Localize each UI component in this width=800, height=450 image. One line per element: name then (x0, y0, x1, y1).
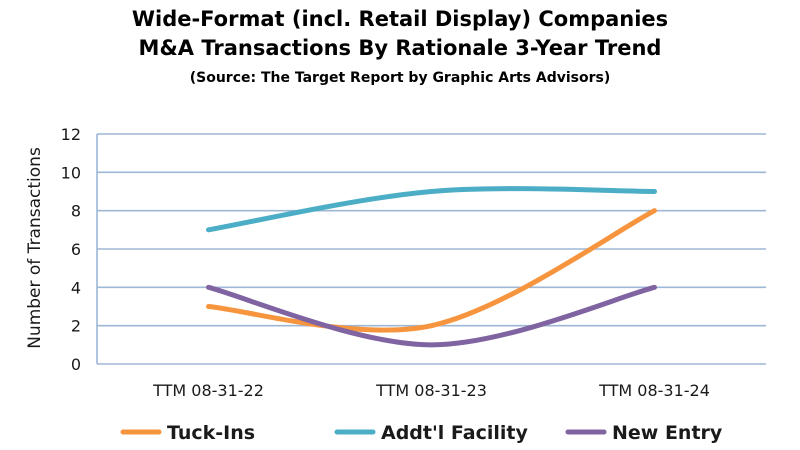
chart-subtitle: (Source: The Target Report by Graphic Ar… (190, 70, 611, 86)
y-axis-ticks: 0 2 4 6 8 10 12 (61, 125, 81, 374)
x-tick-label: TTM 08-31-22 (152, 381, 264, 400)
y-tick-label: 8 (71, 202, 81, 221)
x-tick-label: TTM 08-31-24 (598, 381, 710, 400)
x-axis-ticks: TTM 08-31-22 TTM 08-31-23 TTM 08-31-24 (152, 381, 710, 400)
series-lines (206, 186, 657, 348)
legend-label-tuck-ins: Tuck-Ins (167, 422, 255, 444)
y-tick-label: 6 (71, 240, 81, 259)
y-tick-label: 0 (71, 355, 81, 374)
series-line-addt-l-facility (206, 186, 657, 233)
y-tick-label: 10 (61, 163, 81, 182)
y-tick-label: 2 (71, 317, 81, 336)
chart-title-line-2: M&A Transactions By Rationale 3-Year Tre… (139, 36, 662, 60)
legend-label-new-entry: New Entry (612, 422, 723, 444)
y-tick-label: 12 (61, 125, 81, 144)
series-line-tuck-ins (206, 208, 657, 333)
chart-title-line-1: Wide-Format (incl. Retail Display) Compa… (132, 7, 668, 31)
gridlines (96, 133, 766, 365)
y-axis-title: Number of Transactions (25, 147, 45, 349)
x-tick-label: TTM 08-31-23 (375, 381, 487, 400)
legend-label-addt-l-facility: Addt'l Facility (381, 422, 529, 444)
y-tick-label: 4 (71, 278, 81, 297)
legend: Tuck-Ins Addt'l Facility New Entry (120, 422, 723, 444)
series-line-new-entry (206, 284, 657, 348)
